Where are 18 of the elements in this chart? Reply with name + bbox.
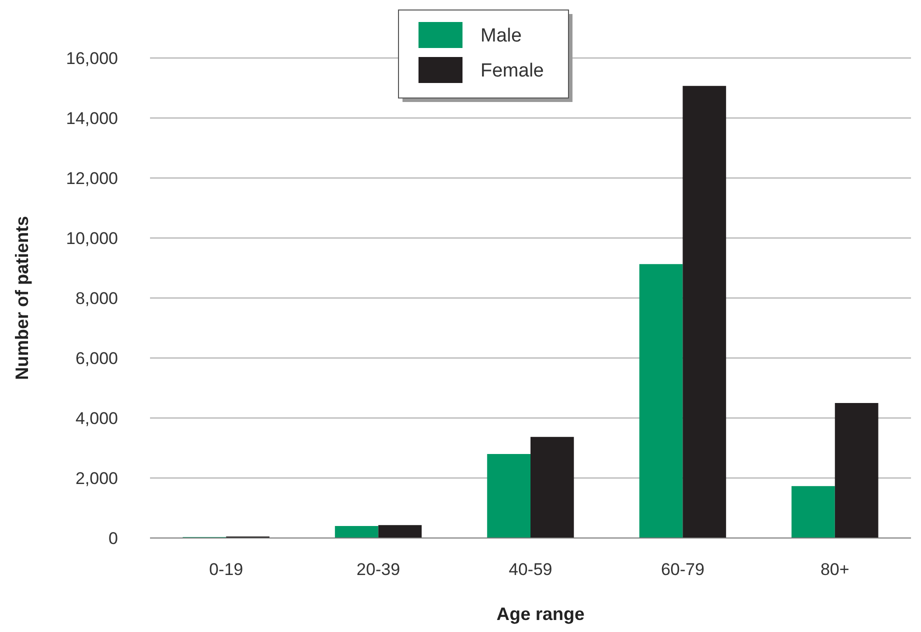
y-axis-title: Number of patients [12, 216, 32, 380]
x-tick-label: 60-79 [660, 560, 704, 579]
y-tick-label: 16,000 [66, 48, 118, 68]
y-tick-label: 8,000 [75, 288, 118, 308]
legend-label: Female [480, 60, 544, 82]
y-tick-label: 0 [108, 528, 118, 548]
y-tick-label: 12,000 [66, 168, 118, 188]
x-axis-title: Age range [496, 604, 585, 624]
x-tick-label: 0-19 [209, 560, 244, 579]
x-tick-label: 20-39 [356, 560, 400, 579]
legend-label: Male [480, 26, 522, 47]
y-tick-label: 2,000 [75, 468, 118, 488]
y-tick-label: 4,000 [75, 408, 118, 428]
y-tick-label: 10,000 [66, 228, 118, 248]
x-tick-label: 80+ [820, 560, 850, 579]
y-tick-label: 14,000 [66, 108, 118, 128]
x-tick-label: 40-59 [508, 560, 552, 579]
y-tick-label: 6,000 [75, 348, 118, 368]
